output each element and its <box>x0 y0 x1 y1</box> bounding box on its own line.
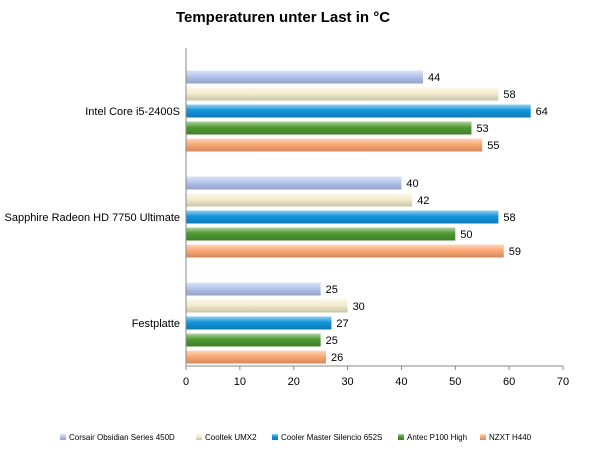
legend-swatch <box>480 434 486 440</box>
x-tick-label: 10 <box>234 376 246 388</box>
legend-swatch <box>196 434 202 440</box>
bar-0-3 <box>186 121 472 135</box>
bar-2-3 <box>186 333 321 347</box>
bar-2-4 <box>186 350 327 364</box>
x-tick-label: 50 <box>449 376 461 388</box>
legend-label: Cooltek UMX2 <box>205 433 257 442</box>
category-label: Sapphire Radeon HD 7750 Ultimate <box>5 212 181 224</box>
data-label: 53 <box>476 123 488 135</box>
x-tick-label: 30 <box>341 376 353 388</box>
data-label: 64 <box>536 106 548 118</box>
data-label: 25 <box>326 284 338 296</box>
data-label: 42 <box>417 195 429 207</box>
data-label: 44 <box>428 72 440 84</box>
bar-0-0 <box>186 70 423 84</box>
x-tick-label: 40 <box>395 376 407 388</box>
bar-1-4 <box>186 244 504 258</box>
bar-0-2 <box>186 104 531 118</box>
data-label: 25 <box>326 335 338 347</box>
bar-1-3 <box>186 227 456 241</box>
x-tick-label: 20 <box>288 376 300 388</box>
legend: Corsair Obsidian Series 450D Cooltek UMX2… <box>60 433 532 442</box>
legend-swatch <box>272 434 278 440</box>
x-tick-label: 0 <box>183 376 189 388</box>
bar-0-4 <box>186 138 483 152</box>
category-labels: Intel Core i5-2400S Sapphire Radeon HD 77… <box>5 106 181 330</box>
bar-1-1 <box>186 193 413 207</box>
legend-label: Antec P100 High <box>407 433 467 442</box>
x-axis: 0 10 20 30 40 50 60 70 <box>183 48 569 388</box>
data-label: 30 <box>353 301 365 313</box>
bars-layer: 44 58 64 53 55 40 42 58 50 59 25 30 27 25 26 <box>186 70 548 364</box>
data-label: 40 <box>406 178 418 190</box>
data-label: 26 <box>331 352 343 364</box>
bar-2-0 <box>186 282 321 296</box>
bar-2-1 <box>186 299 348 313</box>
bar-0-1 <box>186 87 499 101</box>
chart-title: Temperaturen unter Last in °C <box>176 9 390 26</box>
data-label: 59 <box>509 246 521 258</box>
bar-1-2 <box>186 210 499 224</box>
x-tick-label: 70 <box>557 376 569 388</box>
data-label: 58 <box>503 89 515 101</box>
legend-swatch <box>60 434 66 440</box>
x-tick-label: 60 <box>503 376 515 388</box>
data-label: 58 <box>503 212 515 224</box>
data-label: 50 <box>460 229 472 241</box>
category-label: Intel Core i5-2400S <box>85 106 180 118</box>
legend-label: Cooler Master Silencio 652S <box>281 433 382 442</box>
bar-1-0 <box>186 176 402 190</box>
legend-swatch <box>398 434 404 440</box>
legend-label: Corsair Obsidian Series 450D <box>69 433 175 442</box>
legend-label: NZXT H440 <box>489 433 532 442</box>
data-label: 27 <box>336 318 348 330</box>
bar-2-2 <box>186 316 332 330</box>
data-label: 55 <box>487 140 499 152</box>
category-label: Festplatte <box>132 318 180 330</box>
